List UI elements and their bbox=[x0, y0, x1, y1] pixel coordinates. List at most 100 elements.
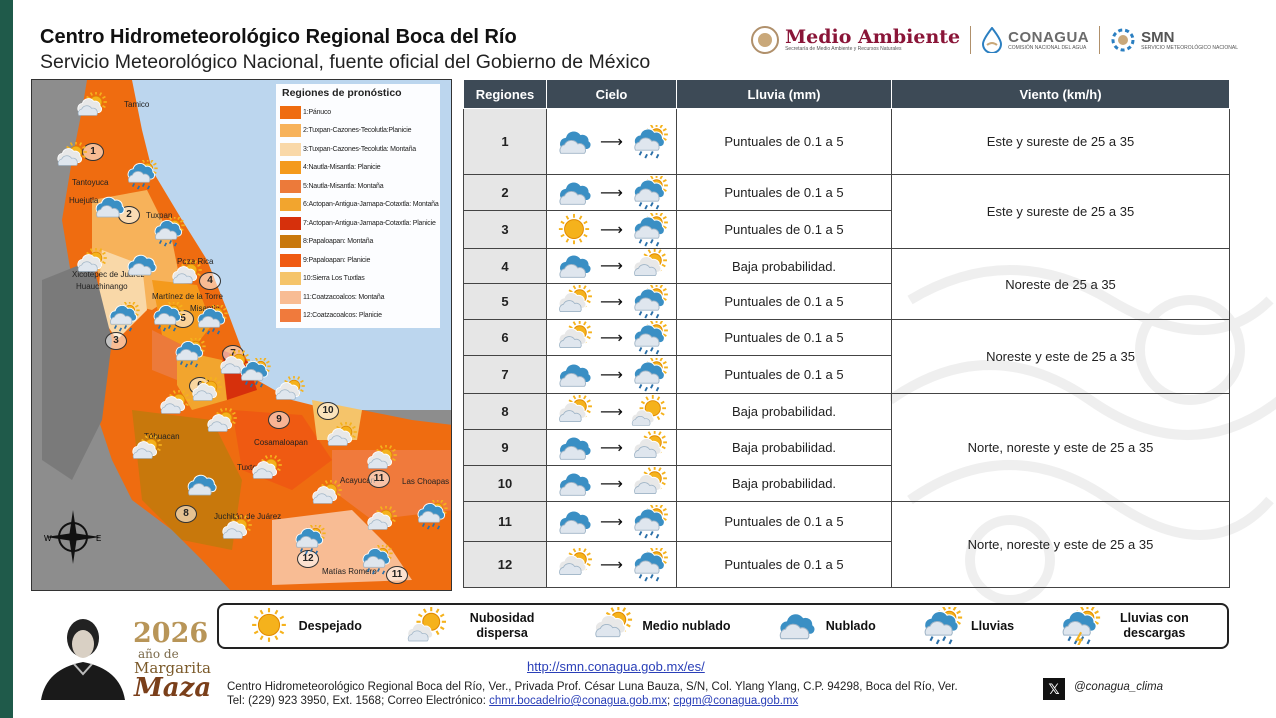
forecast-row: 11 ⟶ Puntuales de 0.1 a 5 Norte, noreste … bbox=[463, 501, 1230, 588]
map-region-number: 3 bbox=[105, 332, 127, 350]
rain-cell: Baja probabilidad. bbox=[676, 465, 892, 502]
lluvias-icon bbox=[127, 158, 158, 190]
smn-text: SMN bbox=[1141, 28, 1175, 46]
region-color-swatch bbox=[280, 142, 301, 156]
nublado-icon bbox=[187, 474, 217, 496]
nublado-icon bbox=[558, 435, 592, 460]
weather-legend-label: Medio nublado bbox=[642, 618, 731, 633]
map-weather-icon bbox=[122, 250, 160, 280]
nubosidad-dispersa-icon bbox=[631, 394, 666, 426]
social-handle[interactable]: @conagua_clima bbox=[1074, 681, 1164, 693]
map-weather-icon bbox=[247, 454, 285, 485]
despejado-icon bbox=[251, 608, 286, 642]
lluvias-icon bbox=[633, 320, 668, 354]
medio-nublado-icon bbox=[275, 375, 305, 400]
sky-cell: ⟶ bbox=[546, 108, 677, 175]
region-legend-item: 7:Actopan-Antigua-Jamapa-Cotaxtla: Plani… bbox=[280, 214, 436, 233]
region-color-swatch bbox=[280, 235, 301, 249]
lluvias-icon bbox=[240, 356, 271, 388]
map-region-number: 9 bbox=[268, 411, 290, 429]
sky-cell: ⟶ bbox=[546, 248, 677, 284]
header-logos: Medio Ambiente Secretaría de Medio Ambie… bbox=[750, 22, 1238, 58]
region-cell: 3 bbox=[463, 210, 547, 249]
rain-cell: Puntuales de 0.1 a 5 bbox=[676, 210, 892, 249]
wind-cell: Noreste y este de 25 a 35 bbox=[891, 319, 1230, 394]
header-regiones: Regiones bbox=[463, 79, 547, 109]
left-accent-strip bbox=[0, 0, 13, 718]
region-legend-label: 1:Pánuco bbox=[303, 108, 331, 116]
map-weather-icon bbox=[322, 421, 360, 452]
despejado-icon bbox=[558, 213, 590, 244]
commemorative-name-last: Maza bbox=[134, 673, 212, 703]
rain-cell: Baja probabilidad. bbox=[676, 248, 892, 284]
region-color-swatch bbox=[280, 290, 301, 304]
region-legend-label: 5:Nautla-Misantla: Montaña bbox=[303, 182, 384, 190]
medio-nublado-icon bbox=[57, 141, 87, 166]
region-legend-label: 9:Papaloapan: Planicie bbox=[303, 256, 371, 264]
lluvias-icon bbox=[633, 284, 668, 318]
nublado-icon bbox=[558, 362, 592, 387]
map-place-label: Tamico bbox=[124, 100, 150, 109]
conagua-subtext: COMISIÓN NACIONAL DEL AGUA bbox=[1008, 44, 1087, 51]
nublado-icon bbox=[558, 471, 592, 496]
smn-website-link[interactable]: http://smn.conagua.gob.mx/es/ bbox=[527, 659, 705, 674]
forecast-row: 5 ⟶ Puntuales de 0.1 a 5 bbox=[463, 283, 1230, 320]
map-weather-icon bbox=[192, 303, 230, 335]
medio-nublado-icon bbox=[633, 466, 667, 494]
map-weather-icon bbox=[72, 91, 110, 122]
region-cell: 2 bbox=[463, 174, 547, 211]
sky-cell: ⟶ bbox=[546, 541, 677, 588]
region-color-swatch bbox=[280, 179, 301, 193]
medio-nublado-icon bbox=[595, 607, 633, 638]
weather-legend-item: Nubosidad dispersa bbox=[405, 607, 547, 645]
water-drop-icon bbox=[982, 27, 1003, 53]
compass-rose-icon: W E bbox=[44, 510, 101, 564]
footer-contact: Tel: (229) 923 3950, Ext. 1568; Correo E… bbox=[227, 695, 798, 707]
nublado-icon bbox=[558, 180, 592, 205]
region-cell: 11 bbox=[463, 501, 547, 542]
lluvias-icon bbox=[633, 547, 668, 581]
map-place-label: Matías Romero bbox=[322, 567, 377, 576]
map-place-label: Tuxtepec bbox=[237, 463, 270, 472]
arrow-right-icon: ⟶ bbox=[600, 439, 623, 457]
forecast-row: 4 ⟶ Baja probabilidad. Noreste de 25 a 35 bbox=[463, 248, 1230, 320]
weather-legend-item: Medio nublado bbox=[590, 607, 731, 645]
rain-cell: Puntuales de 0.1 a 5 bbox=[676, 283, 892, 320]
conagua-logo: CONAGUA COMISIÓN NACIONAL DEL AGUA bbox=[981, 27, 1089, 53]
map-weather-icon bbox=[217, 514, 255, 545]
page-title: Centro Hidrometeorológico Regional Boca … bbox=[40, 26, 517, 48]
medio-nublado-icon bbox=[312, 479, 342, 504]
region-color-swatch bbox=[280, 253, 301, 267]
map-weather-icon bbox=[127, 434, 165, 465]
map-region-number: 4 bbox=[199, 272, 221, 290]
region-legend-item: 8:Papaloapan: Montaña bbox=[280, 233, 436, 252]
lluvias-icon bbox=[633, 124, 668, 158]
lluvias-icon bbox=[154, 215, 185, 247]
logo-separator bbox=[970, 26, 972, 54]
map-place-label: Acayucan bbox=[340, 476, 376, 485]
region-legend-label: 8:Papaloapan: Montaña bbox=[303, 238, 374, 246]
x-social-icon[interactable]: 𝕏 bbox=[1043, 678, 1065, 700]
medio-nublado-icon bbox=[558, 284, 592, 312]
region-legend-label: 6:Actopan-Antigua-Jamapa-Cotaxtla: Monta… bbox=[303, 201, 439, 209]
map-place-label: Huejutla bbox=[69, 196, 99, 205]
rain-cell: Puntuales de 0.1 a 5 bbox=[676, 541, 892, 588]
email-link-cpgm[interactable]: cpgm@conagua.gob.mx bbox=[673, 695, 799, 707]
region-legend-item: 2:Tuxpan-Cazones-Tecolutla:Planicie bbox=[280, 122, 436, 141]
region-legend-item: 1:Pánuco bbox=[280, 103, 436, 122]
wind-cell: Norte, noreste y este de 25 a 35 bbox=[891, 393, 1230, 502]
lluvias-icon bbox=[417, 498, 448, 530]
email-link-bocadelrio[interactable]: chmr.bocadelrio@conagua.gob.mx bbox=[489, 695, 667, 707]
map-weather-icon bbox=[362, 444, 400, 475]
weather-legend-item: Lluvias con descargas bbox=[1057, 607, 1199, 645]
rain-cell: Puntuales de 0.1 a 5 bbox=[676, 108, 892, 175]
region-legend-label: 3:Tuxpan-Cazones-Tecolutla: Montaña bbox=[303, 145, 416, 153]
sky-cell: ⟶ bbox=[546, 393, 677, 430]
map-weather-icon bbox=[148, 300, 186, 332]
region-legend-item: 9:Papaloapan: Planicie bbox=[280, 251, 436, 270]
arrow-right-icon: ⟶ bbox=[600, 258, 623, 275]
rain-cell: Puntuales de 0.1 a 5 bbox=[676, 355, 892, 394]
region-legend-label: 7:Actopan-Antigua-Jamapa-Cotaxtla: Plani… bbox=[303, 219, 436, 227]
map-place-label: Misantla bbox=[190, 304, 220, 313]
smn-gear-icon bbox=[1111, 28, 1135, 52]
